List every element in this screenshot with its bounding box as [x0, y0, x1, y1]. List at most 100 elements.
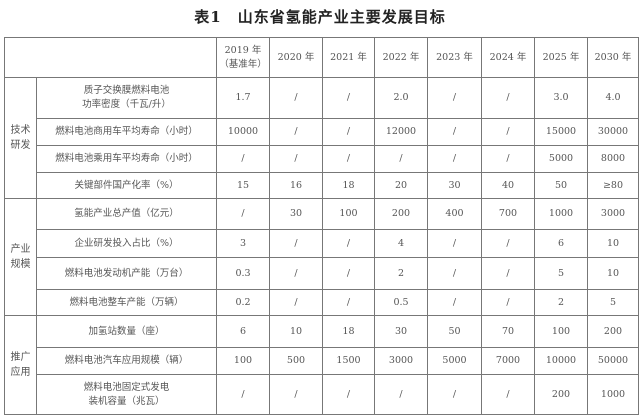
value-cell: 2.0: [374, 77, 428, 119]
table-row: 燃料电池整车产能（万辆） 0.2//0.5//2 5: [5, 289, 639, 316]
table-title: 表1 山东省氢能产业主要发展目标: [194, 8, 446, 26]
value-cell: 10000: [534, 347, 588, 375]
value-cell: /: [427, 77, 482, 119]
table-row: 关键部件国产化率（%） 15 16 18 20 30 40 50 ≥80: [5, 172, 639, 199]
value-cell: /: [322, 145, 375, 173]
value-cell: 12000: [374, 118, 428, 146]
value-cell: /: [481, 374, 535, 415]
year-header: 2030 年: [587, 37, 639, 78]
value-cell: 200: [534, 374, 588, 415]
value-cell: /: [322, 229, 375, 258]
value-cell: 5: [587, 289, 639, 316]
value-cell: 200: [374, 198, 428, 230]
table-row: 推广 应用 加氢站数量（座） 6 10 18 30 50 70 100 200: [4, 315, 639, 415]
table-row: 产业 规模 氢能产业总产值（亿元）/30 100 200 400 700 1000 3000: [4, 198, 639, 316]
value-cell: 3: [216, 229, 270, 258]
value-cell: 100: [534, 315, 588, 348]
value-cell: 5000: [427, 347, 482, 375]
value-cell: /: [481, 145, 535, 173]
year-header: 2019 年 （基准年）: [216, 37, 270, 78]
table-row: 燃料电池汽车应用规模（辆） 100 500 1500 3000 5000 7000 10000…: [5, 347, 639, 375]
value-cell: 1500: [322, 347, 375, 375]
value-cell: 10000: [216, 118, 270, 146]
value-cell: 0.2: [216, 289, 270, 316]
value-cell: /: [427, 118, 482, 146]
year-header: 2024 年: [481, 37, 535, 78]
indicator-label-line: 装机容量（兆瓦）: [88, 395, 165, 407]
value-cell: ≥80: [587, 172, 639, 199]
value-cell: 100: [322, 198, 375, 230]
value-cell: /: [269, 229, 323, 258]
table-row: 燃料电池乘用车平均寿命（小时） / / / / //5000 8000: [5, 145, 639, 173]
value-cell: /: [216, 374, 270, 415]
indicator-label: 燃料电池发动机产能（万台）: [36, 257, 217, 290]
table-row: 燃料电池发动机产能（万台） 0.3//2//5 10: [5, 257, 639, 290]
value-cell: 70: [481, 315, 535, 348]
section-label-line: 推广: [10, 352, 31, 363]
year-label: 2021 年: [330, 51, 367, 63]
value-cell: /: [216, 145, 270, 173]
value-cell: /: [427, 374, 482, 415]
value-cell: 10: [269, 315, 323, 348]
year-header: 2025 年: [534, 37, 588, 78]
value-cell: 10: [587, 229, 639, 258]
indicator-label: 燃料电池固定式发电 装机容量（兆瓦）: [36, 374, 217, 415]
value-cell: /: [269, 77, 323, 119]
indicator-label: 加氢站数量（座）: [36, 315, 217, 348]
corner-cell: [4, 37, 217, 78]
year-header: 2023 年: [427, 37, 482, 78]
table-row: 燃料电池固定式发电 装机容量（兆瓦） / / / / //200 1000: [5, 374, 639, 415]
indicator-label-line: 企业研发投入占比（%）: [74, 237, 179, 249]
value-cell: 400: [427, 198, 482, 230]
value-cell: 0.3: [216, 257, 270, 290]
value-cell: 3000: [374, 347, 428, 375]
value-cell: /: [322, 374, 375, 415]
section-label-line: 技术: [10, 125, 31, 136]
hydrogen-targets-table: 2019 年 （基准年） 2020 年 2021 年 2022 年 2023 年 2024 …: [4, 37, 639, 415]
header-row: 2019 年 （基准年） 2020 年 2021 年 2022 年 2023 年 2024 …: [4, 37, 639, 78]
value-cell: 4: [374, 229, 428, 258]
indicator-label-line: 燃料电池汽车应用规模（辆）: [64, 355, 189, 366]
value-cell: /: [481, 257, 535, 290]
value-cell: 4.0: [587, 77, 639, 119]
section-label-line: 应用: [10, 367, 31, 378]
table-row: 企业研发投入占比（%） 3//4//6 10: [5, 229, 639, 258]
value-cell: 30: [269, 198, 323, 230]
year-label: 2024 年: [489, 51, 527, 63]
value-cell: /: [427, 145, 482, 173]
indicator-label-line: 燃料电池整车产能（万辆）: [69, 296, 184, 308]
value-cell: 30000: [587, 118, 639, 146]
value-cell: 30: [374, 315, 428, 348]
value-cell: 15000: [534, 118, 588, 146]
value-cell: 15: [216, 172, 270, 199]
section-label: 产业 规模: [4, 198, 37, 316]
indicator-label: 质子交换膜燃料电池 功率密度（千瓦/升）: [36, 77, 217, 119]
section-label-line: 研发: [10, 140, 31, 151]
year-header: 2022 年: [374, 37, 428, 78]
year-label: 2030 年: [594, 51, 632, 63]
value-cell: 18: [322, 315, 375, 348]
value-cell: /: [427, 257, 482, 290]
indicator-label: 燃料电池乘用车平均寿命（小时）: [36, 145, 217, 173]
value-cell: /: [481, 229, 535, 258]
value-cell: /: [269, 374, 323, 415]
value-cell: 1.7: [216, 77, 270, 119]
section-label-line: 产业: [10, 244, 31, 255]
value-cell: 700: [481, 198, 535, 230]
value-cell: /: [427, 289, 482, 316]
value-cell: /: [269, 118, 323, 146]
value-cell: /: [322, 257, 375, 290]
indicator-label-line: 加氢站数量（座）: [88, 325, 165, 337]
value-cell: 50: [534, 172, 588, 199]
indicator-label-line: 功率密度（千瓦/升）: [82, 99, 171, 110]
indicator-label: 氢能产业总产值（亿元）: [36, 198, 217, 230]
year-label: 2022 年: [382, 51, 420, 63]
value-cell: 1000: [587, 374, 639, 415]
value-cell: 100: [216, 347, 270, 375]
indicator-label-line: 质子交换膜燃料电池: [83, 85, 170, 96]
value-cell: /: [269, 145, 323, 173]
value-cell: 20: [374, 172, 428, 199]
indicator-label-line: 燃料电池乘用车平均寿命（小时）: [55, 153, 198, 164]
section-label-line: 规模: [10, 259, 31, 270]
value-cell: 2: [374, 257, 428, 290]
